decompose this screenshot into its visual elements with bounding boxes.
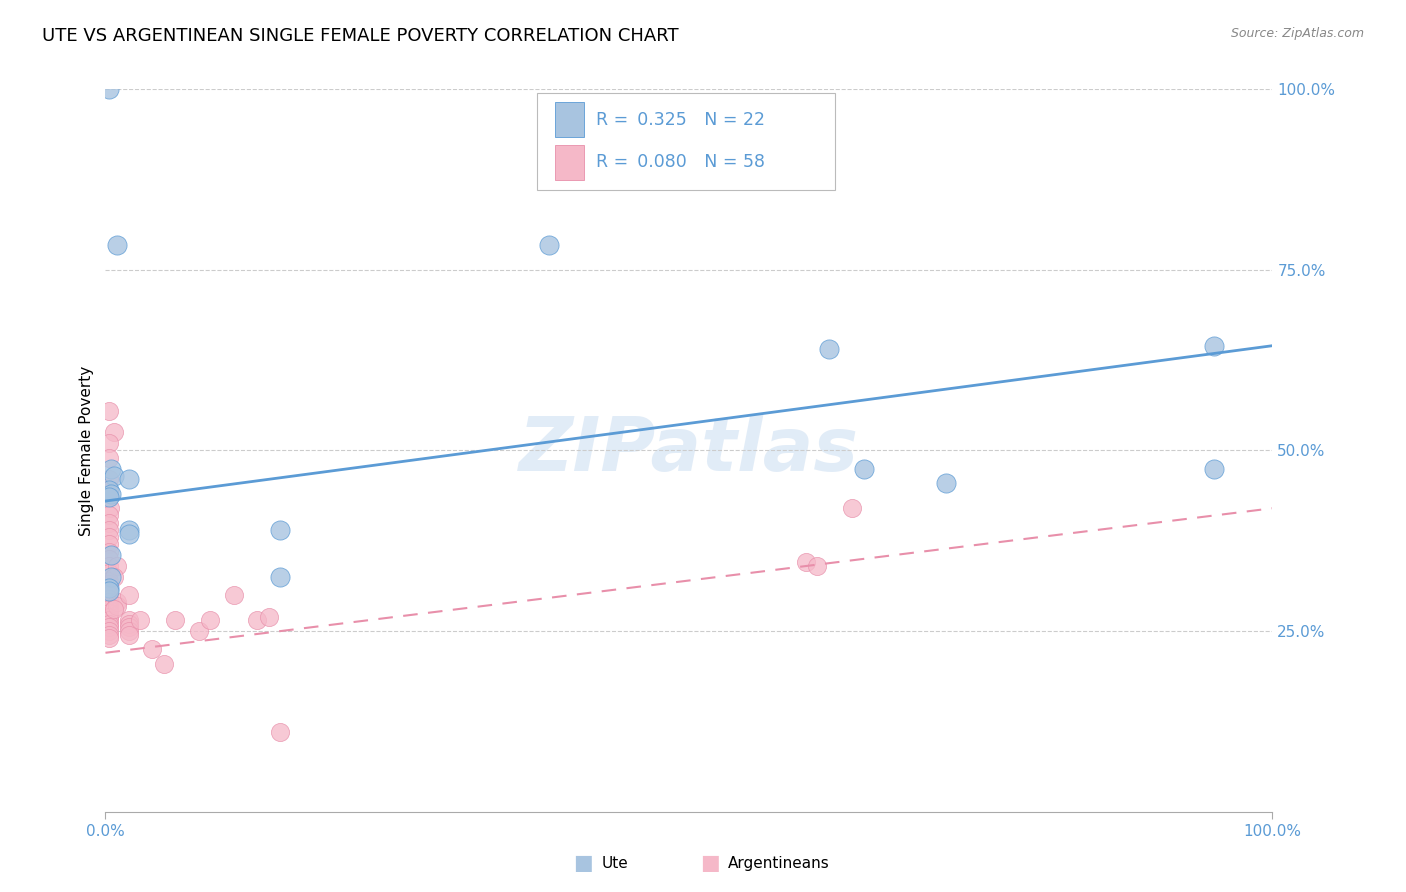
Point xyxy=(97,483,120,498)
Text: Ute: Ute xyxy=(602,856,628,871)
Point xyxy=(97,559,120,574)
Point xyxy=(270,523,292,537)
Point xyxy=(97,616,120,631)
Point xyxy=(97,523,120,537)
Y-axis label: Single Female Poverty: Single Female Poverty xyxy=(79,366,94,535)
Point xyxy=(97,591,120,606)
Point xyxy=(270,725,292,739)
Point xyxy=(97,584,120,599)
Point xyxy=(118,628,141,642)
Point xyxy=(97,620,120,634)
Point xyxy=(97,483,120,498)
Point xyxy=(97,628,120,642)
Text: ■: ■ xyxy=(574,854,593,873)
Point xyxy=(141,642,163,657)
Point xyxy=(105,237,128,252)
Point xyxy=(97,609,120,624)
Point xyxy=(103,425,125,440)
Point xyxy=(103,570,125,584)
Point xyxy=(841,501,863,516)
Text: Source: ZipAtlas.com: Source: ZipAtlas.com xyxy=(1230,27,1364,40)
Point xyxy=(270,570,292,584)
Text: ZIPatlas: ZIPatlas xyxy=(519,414,859,487)
Point xyxy=(100,461,122,475)
Point xyxy=(97,436,120,450)
Point xyxy=(97,508,120,523)
Point xyxy=(97,82,120,96)
Point xyxy=(100,548,122,562)
Point xyxy=(200,613,222,627)
Point xyxy=(97,613,120,627)
Point xyxy=(97,599,120,613)
Point xyxy=(97,566,120,581)
Point xyxy=(97,491,120,505)
Point xyxy=(100,570,122,584)
Text: UTE VS ARGENTINEAN SINGLE FEMALE POVERTY CORRELATION CHART: UTE VS ARGENTINEAN SINGLE FEMALE POVERTY… xyxy=(42,27,679,45)
Point xyxy=(97,581,120,595)
Point xyxy=(118,620,141,634)
Point xyxy=(97,584,120,599)
Text: R =  0.325  N = 22: R = 0.325 N = 22 xyxy=(596,111,765,128)
Point xyxy=(103,468,125,483)
Point xyxy=(105,595,128,609)
Point xyxy=(97,595,120,609)
Bar xyxy=(555,145,583,179)
Point xyxy=(1202,461,1225,475)
Point xyxy=(97,577,120,591)
Point xyxy=(105,599,128,613)
Point xyxy=(97,632,120,646)
Point xyxy=(537,237,560,252)
Point xyxy=(97,544,120,558)
Point xyxy=(97,472,120,486)
Point xyxy=(105,559,128,574)
Text: R =  0.080  N = 58: R = 0.080 N = 58 xyxy=(596,153,765,171)
Point xyxy=(118,624,141,639)
Point xyxy=(118,523,141,537)
Point xyxy=(97,551,120,566)
Point xyxy=(100,487,122,501)
Point xyxy=(794,556,817,570)
Point xyxy=(153,657,174,671)
Point xyxy=(852,461,875,475)
Point xyxy=(97,491,120,505)
Point xyxy=(97,602,120,616)
Point xyxy=(257,609,280,624)
Point xyxy=(818,343,841,357)
Point xyxy=(97,516,120,530)
Point xyxy=(118,613,141,627)
Point xyxy=(222,588,245,602)
Point xyxy=(118,616,141,631)
Point xyxy=(246,613,269,627)
Text: ■: ■ xyxy=(700,854,720,873)
Point xyxy=(806,559,828,574)
Point xyxy=(97,606,120,620)
Text: Argentineans: Argentineans xyxy=(728,856,830,871)
Point xyxy=(103,602,125,616)
Point xyxy=(935,475,957,490)
Point xyxy=(97,530,120,544)
Point xyxy=(97,450,120,465)
Point xyxy=(1202,339,1225,353)
Point xyxy=(129,613,152,627)
Point xyxy=(165,613,187,627)
Point xyxy=(118,526,141,541)
FancyBboxPatch shape xyxy=(537,93,835,190)
Point xyxy=(187,624,209,639)
Bar xyxy=(555,103,583,137)
Point xyxy=(118,472,141,486)
Point xyxy=(97,537,120,551)
Point xyxy=(98,501,121,516)
Point xyxy=(97,588,120,602)
Point xyxy=(97,574,120,588)
Point xyxy=(97,624,120,639)
Point xyxy=(97,581,120,595)
Point xyxy=(118,588,141,602)
Point xyxy=(97,403,120,417)
